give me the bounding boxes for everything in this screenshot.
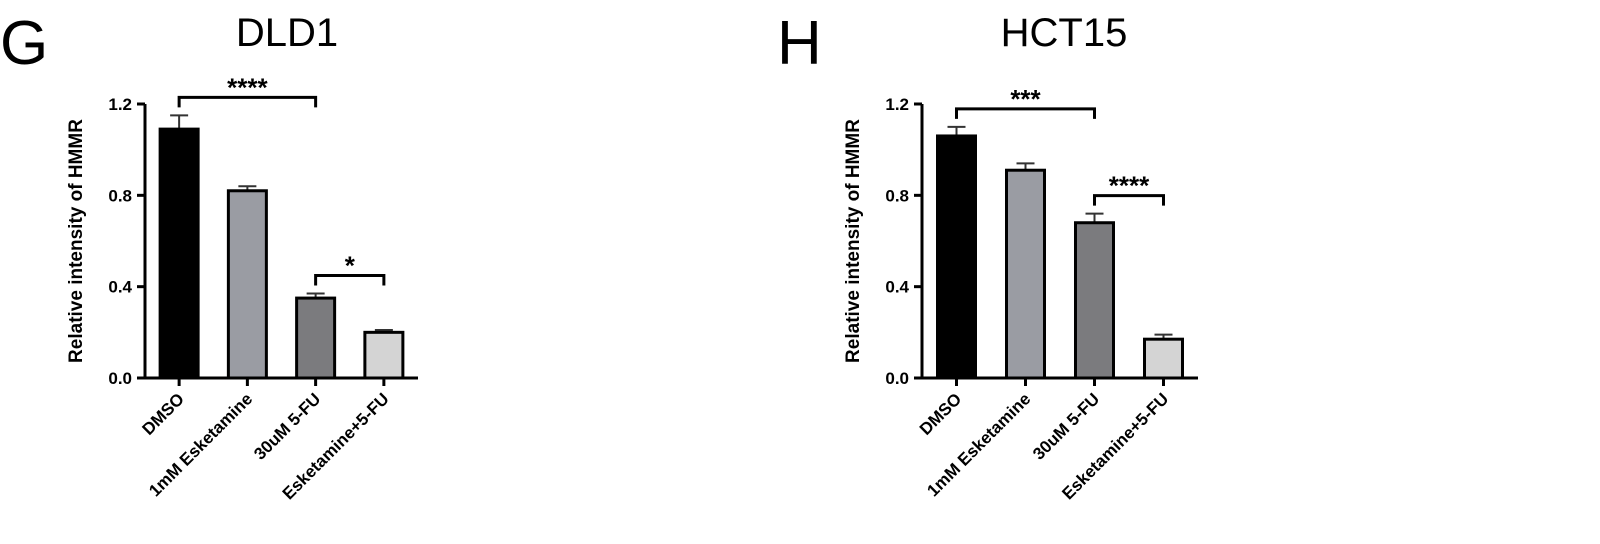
x-tick-label: DMSO <box>916 389 965 438</box>
panel-label: G <box>0 9 48 78</box>
significance-label: **** <box>1109 171 1150 201</box>
y-tick-label: 0.0 <box>885 369 909 388</box>
significance-label: *** <box>1010 84 1041 114</box>
panel-label: H <box>777 9 822 78</box>
significance-label: **** <box>227 72 268 102</box>
y-axis-label: Relative intensity of HMMR <box>843 119 864 363</box>
bar <box>1143 337 1184 380</box>
bar <box>226 189 268 380</box>
y-tick-label: 0.8 <box>108 186 132 205</box>
bar <box>936 134 977 380</box>
y-tick-label: 1.2 <box>885 95 909 114</box>
bar <box>1074 221 1115 380</box>
y-tick-label: 0.8 <box>885 186 909 205</box>
significance-label: * <box>345 251 356 281</box>
significance-bracket <box>314 274 386 286</box>
bar <box>1005 168 1046 380</box>
y-tick-label: 0.4 <box>108 278 132 297</box>
x-tick-label: DMSO <box>138 389 187 438</box>
y-tick-label: 1.2 <box>108 95 132 114</box>
significance-bracket <box>177 95 318 108</box>
chart-title: HCT15 <box>1001 11 1128 55</box>
bar <box>158 127 200 380</box>
chart-title: DLD1 <box>236 11 338 55</box>
x-tick-label: 30uM 5-FU <box>1029 389 1103 463</box>
bar <box>363 330 405 380</box>
y-axis-label: Relative intensity of HMMR <box>66 119 87 363</box>
y-tick-label: 0.4 <box>885 278 909 297</box>
bar <box>295 296 337 380</box>
significance-bracket <box>955 107 1096 119</box>
y-tick-label: 0.0 <box>108 369 132 388</box>
significance-bracket <box>1093 194 1165 206</box>
x-tick-label: 30uM 5-FU <box>250 389 324 463</box>
